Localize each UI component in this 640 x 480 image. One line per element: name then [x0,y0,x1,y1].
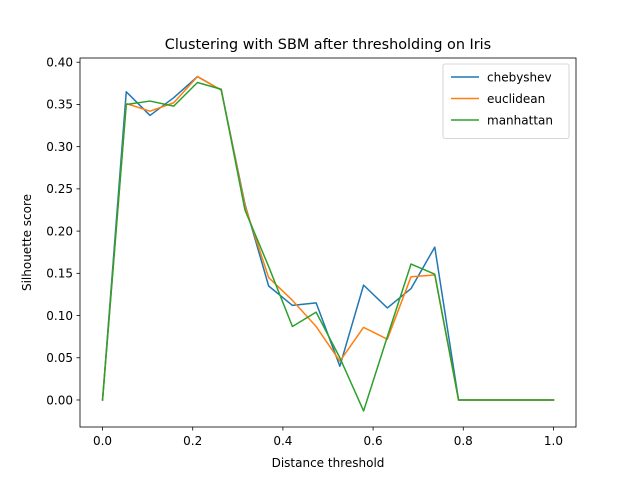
legend-label-manhattan: manhattan [487,113,553,127]
x-tick-label: 0.2 [183,434,202,448]
x-tick-label: 0.6 [364,434,383,448]
x-tick-label: 0.0 [93,434,112,448]
y-tick-label: 0.40 [46,56,73,70]
legend-label-chebyshev: chebyshev [487,70,552,84]
y-tick-label: 0.15 [46,267,73,281]
y-axis: 0.00 0.05 0.10 0.15 0.20 0.25 0.30 0.35 0.40 [46,56,80,407]
y-tick-label: 0.35 [46,98,73,112]
legend-label-euclidean: euclidean [487,92,545,106]
y-tick-label: 0.05 [46,351,73,365]
legend: chebyshev euclidean manhattan [442,63,570,139]
series-line-manhattan [101,81,555,412]
plot-frame [79,57,577,428]
x-tick-label: 1.0 [544,434,563,448]
x-tick-label: 0.8 [454,434,473,448]
x-axis: 0.0 0.2 0.4 0.6 0.8 1.0 [93,427,563,448]
y-tick-label: 0.25 [46,182,73,196]
y-tick-label: 0.10 [46,309,73,323]
chart-title: Clustering with SBM after thresholding o… [165,37,491,53]
y-tick-label: 0.30 [46,140,73,154]
y-tick-label: 0.00 [46,393,73,407]
y-axis-label: Silhouette score [20,194,34,291]
x-axis-label: Distance threshold [272,456,385,470]
plot-lines [101,75,555,412]
y-tick-label: 0.20 [46,224,73,238]
x-tick-label: 0.4 [273,434,292,448]
